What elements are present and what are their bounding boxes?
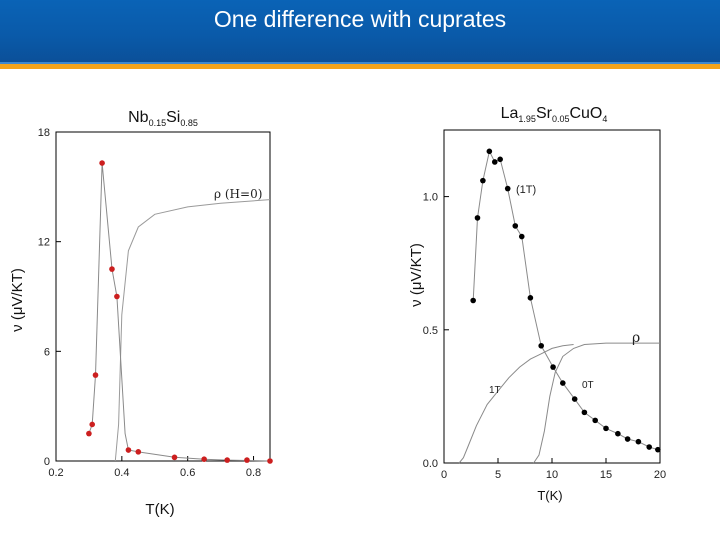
data-point — [624, 436, 631, 442]
data-point — [550, 364, 556, 370]
data-point — [244, 457, 250, 463]
data-point — [480, 177, 486, 184]
chart-title: La1.95Sr0.05CuO4 — [501, 105, 608, 124]
chart-title: Nb0.15Si0.85 — [128, 109, 198, 128]
data-point — [571, 396, 578, 402]
data-point — [646, 444, 652, 450]
plot-frame — [55, 131, 271, 462]
slide-title: One difference with cuprates — [213, 6, 507, 32]
data-point — [267, 458, 273, 464]
x-tick-label: 0 — [441, 469, 447, 481]
plot-frame — [443, 129, 661, 464]
y-tick-label: 12 — [38, 237, 50, 249]
data-point — [615, 430, 621, 437]
data-point — [491, 159, 498, 165]
data-point — [114, 293, 120, 300]
x-tick-label: 0.4 — [114, 467, 129, 479]
y-tick-label: 0.0 — [423, 458, 438, 470]
data-point — [518, 233, 525, 240]
title-bar-accent-stripe — [0, 64, 720, 69]
x-tick-label: 15 — [600, 469, 612, 481]
title-bar-highlight — [0, 62, 720, 64]
data-point — [201, 456, 207, 462]
data-point — [171, 454, 178, 461]
data-point — [504, 185, 511, 192]
y-tick-label: 6 — [44, 346, 50, 358]
data-point — [592, 417, 598, 424]
data-point — [224, 457, 230, 463]
x-axis-label: T(K) — [145, 501, 174, 518]
data-point — [655, 446, 661, 453]
x-tick-label: 0.2 — [48, 467, 63, 479]
data-point — [538, 342, 544, 349]
rho-curve-label: ρ (H=0) — [214, 187, 262, 201]
data-point — [635, 438, 642, 445]
rho-curve-label: ρ — [632, 330, 640, 346]
y-tick-label: 0 — [44, 456, 50, 468]
y-axis-label: ν (μV/KT) — [9, 268, 26, 332]
x-tick-label: 0.6 — [180, 467, 195, 479]
data-point — [512, 223, 519, 229]
data-point — [603, 425, 609, 432]
y-tick-label: 1.0 — [423, 192, 438, 204]
y-axis-label: ν (μV/KT) — [408, 243, 425, 307]
x-tick-label: 10 — [546, 469, 558, 481]
data-point — [125, 447, 132, 453]
rho-curve-1t — [458, 344, 574, 464]
rho-curve — [114, 199, 271, 462]
data-point — [109, 266, 115, 272]
series-label: (1T) — [516, 184, 536, 196]
data-point — [470, 297, 476, 304]
data-point — [99, 160, 105, 166]
y-tick-label: 18 — [38, 127, 50, 139]
curve-0t-label: 0T — [582, 380, 594, 391]
x-tick-label: 0.8 — [246, 467, 261, 479]
data-point — [474, 215, 481, 221]
x-tick-label: 5 — [495, 469, 501, 481]
x-tick-label: 20 — [654, 469, 666, 481]
data-point — [89, 421, 96, 428]
data-point — [92, 372, 99, 378]
series-line — [472, 149, 658, 451]
data-point — [135, 449, 142, 455]
rho-curve-0t — [533, 342, 660, 464]
data-point — [497, 156, 503, 163]
y-tick-label: 0.5 — [423, 325, 438, 337]
data-point — [560, 380, 566, 386]
x-axis-label: T(K) — [537, 488, 562, 503]
data-point — [527, 295, 534, 301]
data-point — [86, 430, 92, 437]
data-point — [581, 409, 588, 416]
data-point — [486, 148, 493, 155]
curve-1t-label: 1T — [489, 385, 501, 396]
title-bar: One difference with cuprates — [0, 0, 720, 64]
